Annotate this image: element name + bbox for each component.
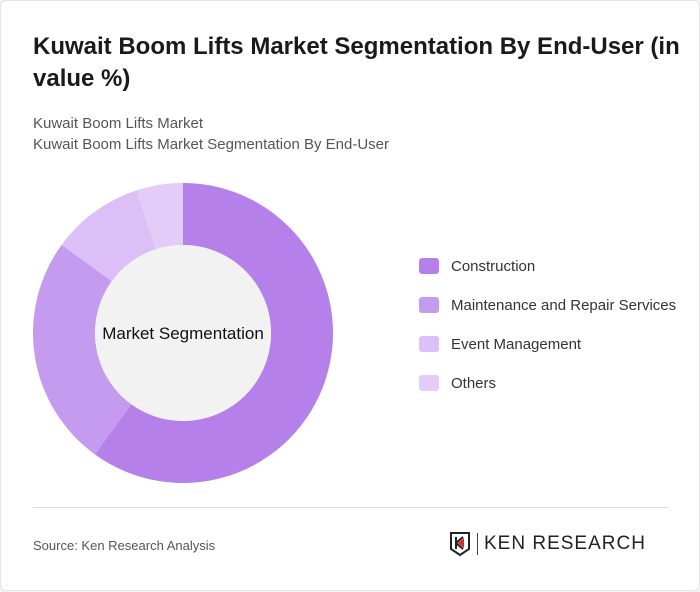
slice-others[interactable]: [136, 183, 183, 250]
divider: [33, 507, 669, 508]
legend-swatch: [419, 258, 439, 274]
chart-title: Kuwait Boom Lifts Market Segmentation By…: [33, 33, 680, 92]
slice-event-management[interactable]: [61, 190, 156, 282]
donut-hole: [95, 245, 271, 421]
legend: Construction Maintenance and Repair Servi…: [419, 255, 679, 411]
logo-text: KEN RESEARCH: [477, 533, 646, 555]
legend-label: Others: [451, 375, 497, 392]
legend-label: Event Management: [451, 336, 582, 353]
center-label: Market Segmentation: [102, 324, 264, 343]
legend-item[interactable]: Construction: [419, 255, 679, 278]
ken-research-logo: KEN RESEARCH: [449, 531, 646, 557]
source-note: Source: Ken Research Analysis: [33, 538, 216, 553]
slice-maintenance-and-repair-services[interactable]: [33, 244, 132, 455]
legend-label: Maintenance and Repair Services: [451, 297, 677, 314]
subtitle-segmentation: Kuwait Boom Lifts Market Segmentation By…: [33, 136, 389, 153]
legend-item[interactable]: Event Management: [419, 333, 679, 356]
legend-swatch: [419, 297, 439, 313]
ken-logo-icon: [450, 532, 470, 557]
legend-label: Construction: [451, 258, 536, 275]
slice-construction[interactable]: [94, 183, 333, 483]
legend-swatch: [419, 336, 439, 352]
legend-item[interactable]: Others: [419, 372, 679, 395]
subtitle-market: Kuwait Boom Lifts Market: [33, 115, 204, 132]
legend-item[interactable]: Maintenance and Repair Services: [419, 294, 679, 317]
legend-swatch: [419, 375, 439, 391]
